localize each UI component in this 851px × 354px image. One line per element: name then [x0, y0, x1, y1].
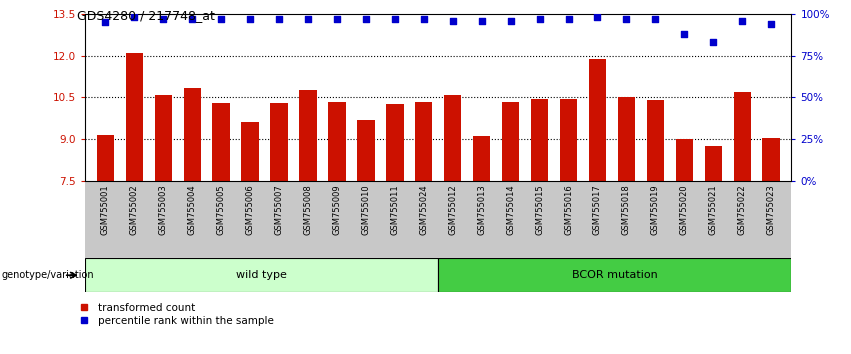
Text: GSM755023: GSM755023 — [767, 184, 775, 235]
Point — [417, 16, 431, 22]
Point — [735, 18, 749, 24]
Bar — [242, 122, 259, 181]
Bar — [357, 120, 374, 181]
Text: GSM755011: GSM755011 — [391, 184, 399, 235]
Text: GSM755019: GSM755019 — [651, 184, 660, 235]
Bar — [444, 95, 461, 181]
Bar — [97, 135, 114, 181]
Bar — [676, 139, 693, 181]
Text: GSM755007: GSM755007 — [275, 184, 283, 235]
Bar — [126, 53, 143, 181]
Text: GSM755004: GSM755004 — [188, 184, 197, 235]
Bar — [647, 100, 664, 181]
Text: GSM755024: GSM755024 — [420, 184, 428, 235]
Point — [243, 16, 257, 22]
Bar — [155, 95, 172, 181]
Bar — [213, 103, 230, 181]
Point — [562, 16, 575, 22]
Text: GSM755002: GSM755002 — [130, 184, 139, 235]
Point — [475, 18, 488, 24]
Bar — [438, 258, 791, 292]
Text: GSM755005: GSM755005 — [217, 184, 226, 235]
Text: GSM755018: GSM755018 — [622, 184, 631, 235]
Bar — [328, 102, 346, 181]
Bar — [531, 99, 548, 181]
Text: GSM755021: GSM755021 — [709, 184, 717, 235]
Point — [301, 16, 315, 22]
Bar — [618, 97, 635, 181]
Text: GSM755016: GSM755016 — [564, 184, 573, 235]
Text: GSM755010: GSM755010 — [362, 184, 370, 235]
Point — [764, 21, 778, 27]
Text: GSM755001: GSM755001 — [101, 184, 110, 235]
Text: GDS4280 / 217748_at: GDS4280 / 217748_at — [77, 9, 214, 22]
Text: GSM755020: GSM755020 — [680, 184, 688, 235]
Text: GSM755014: GSM755014 — [506, 184, 515, 235]
Bar — [734, 92, 751, 181]
Bar — [85, 258, 438, 292]
Bar — [184, 88, 201, 181]
Bar — [589, 58, 606, 181]
Point — [128, 15, 141, 20]
Point — [648, 16, 662, 22]
Text: GSM755009: GSM755009 — [333, 184, 341, 235]
Text: GSM755012: GSM755012 — [448, 184, 457, 235]
Bar — [705, 146, 722, 181]
Bar — [502, 102, 519, 181]
Text: genotype/variation: genotype/variation — [2, 270, 94, 280]
Bar — [271, 103, 288, 181]
Point — [533, 16, 546, 22]
Legend: transformed count, percentile rank within the sample: transformed count, percentile rank withi… — [73, 303, 274, 326]
Point — [388, 16, 402, 22]
Point — [157, 16, 170, 22]
Point — [591, 15, 604, 20]
Point — [99, 20, 112, 25]
Text: GSM755013: GSM755013 — [477, 184, 486, 235]
Point — [446, 18, 460, 24]
Point — [706, 40, 720, 45]
Bar — [473, 136, 490, 181]
Text: BCOR mutation: BCOR mutation — [572, 270, 658, 280]
Point — [186, 16, 199, 22]
Bar — [300, 90, 317, 181]
Point — [620, 16, 633, 22]
Bar — [762, 138, 780, 181]
Point — [359, 16, 373, 22]
Text: GSM755003: GSM755003 — [159, 184, 168, 235]
Point — [677, 31, 691, 37]
Point — [330, 16, 344, 22]
Point — [272, 16, 286, 22]
Text: GSM755015: GSM755015 — [535, 184, 544, 235]
Text: GSM755006: GSM755006 — [246, 184, 254, 235]
Point — [504, 18, 517, 24]
Bar — [386, 104, 403, 181]
Text: GSM755008: GSM755008 — [304, 184, 312, 235]
Text: GSM755022: GSM755022 — [738, 184, 746, 235]
Bar — [415, 102, 432, 181]
Text: GSM755017: GSM755017 — [593, 184, 602, 235]
Text: wild type: wild type — [237, 270, 287, 280]
Point — [214, 16, 228, 22]
Bar — [560, 99, 577, 181]
